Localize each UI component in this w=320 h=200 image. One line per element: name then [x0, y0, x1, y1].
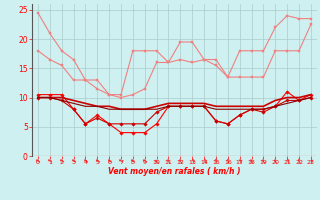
- Text: ←: ←: [177, 157, 184, 164]
- Text: ←: ←: [225, 157, 231, 164]
- Text: ←: ←: [82, 157, 89, 164]
- Text: ←: ←: [153, 157, 160, 164]
- Text: ←: ←: [35, 157, 42, 164]
- Text: ←: ←: [106, 157, 113, 164]
- Text: ←: ←: [129, 157, 136, 164]
- Text: ←: ←: [284, 157, 290, 164]
- Text: ←: ←: [296, 157, 302, 164]
- Text: ←: ←: [308, 158, 313, 163]
- Text: ←: ←: [213, 157, 219, 164]
- X-axis label: Vent moyen/en rafales ( km/h ): Vent moyen/en rafales ( km/h ): [108, 167, 241, 176]
- Text: ←: ←: [165, 157, 172, 164]
- Text: ←: ←: [248, 157, 255, 164]
- Text: ←: ←: [260, 157, 267, 164]
- Text: ←: ←: [236, 157, 243, 164]
- Text: ←: ←: [272, 157, 279, 164]
- Text: ←: ←: [46, 157, 53, 164]
- Text: ←: ←: [201, 157, 207, 164]
- Text: ←: ←: [189, 157, 195, 164]
- Text: ←: ←: [70, 157, 77, 164]
- Text: ←: ←: [58, 157, 65, 164]
- Text: ←: ←: [94, 157, 101, 164]
- Text: ←: ←: [141, 157, 148, 164]
- Text: ←: ←: [117, 157, 124, 164]
